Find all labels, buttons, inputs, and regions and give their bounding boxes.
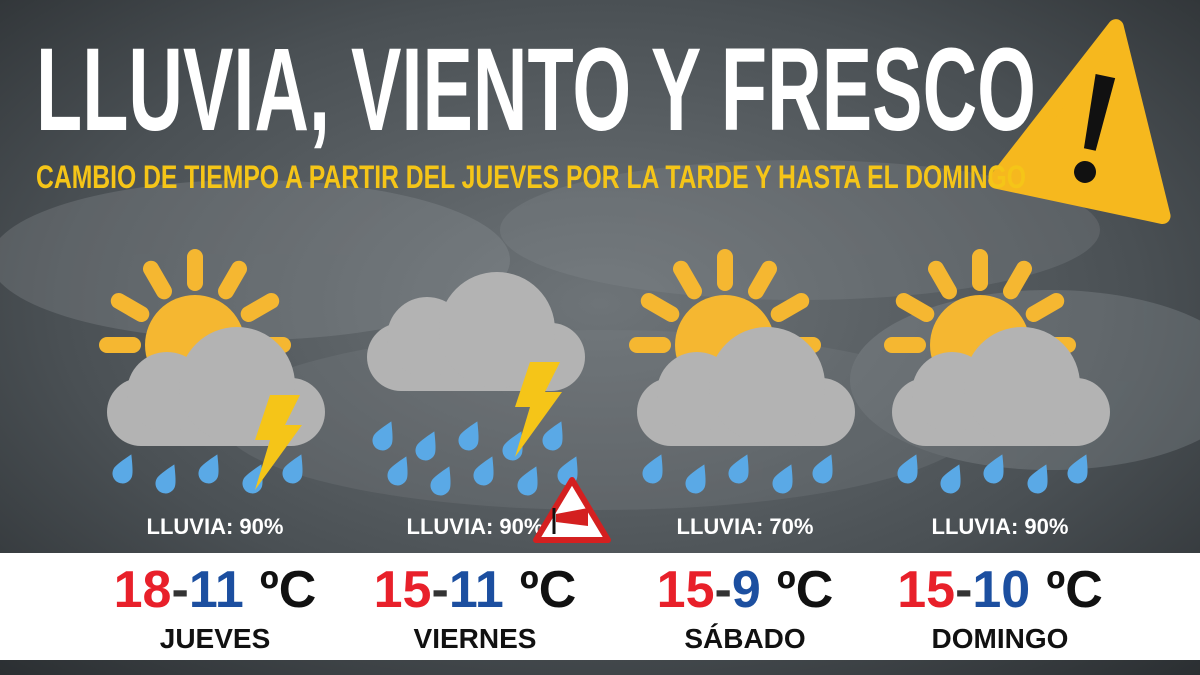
rain-chance: LLUVIA: 70% — [677, 514, 814, 539]
rain-drop — [897, 454, 918, 484]
temperature-unit: ºC — [1046, 561, 1103, 619]
lightning — [255, 395, 302, 490]
rain-drop — [685, 464, 706, 494]
rain-drop — [415, 431, 436, 461]
wind-warning — [533, 477, 611, 543]
high-temperature: 15 — [657, 561, 715, 619]
low-temperature: 10 — [972, 561, 1030, 619]
sun-ray — [895, 293, 935, 322]
rain-drop — [387, 456, 408, 486]
windsock — [556, 508, 588, 526]
day-name: VIERNES — [414, 623, 537, 654]
rain-drop — [772, 464, 793, 494]
temperature-separator: - — [715, 561, 732, 619]
rain-drop — [728, 454, 749, 484]
rain-drop — [112, 454, 133, 484]
sun-ray — [143, 260, 172, 300]
temperature-separator: - — [171, 561, 188, 619]
temperature-unit: ºC — [260, 561, 317, 619]
warning-sign — [988, 19, 1171, 225]
weather-icon — [367, 272, 585, 496]
low-temperature: 11 — [449, 561, 504, 619]
temperature-separator: - — [955, 561, 972, 619]
temperature: 15-9 ºC — [657, 561, 834, 619]
temperature-separator: - — [431, 561, 448, 619]
rain-drop — [282, 454, 303, 484]
sun-ray — [748, 260, 777, 300]
lightning — [515, 362, 562, 457]
sun-ray — [673, 260, 702, 300]
sun-ray — [1003, 260, 1032, 300]
sun-ray — [1025, 293, 1065, 322]
day-name: JUEVES — [160, 623, 271, 654]
temperature: 15-11 ºC — [374, 561, 577, 619]
rain-drop — [1067, 454, 1088, 484]
title: LLUVIA, VIENTO Y FRESCO — [36, 24, 1036, 156]
sun-ray — [218, 260, 247, 300]
day-name: DOMINGO — [932, 623, 1069, 654]
day-name: SÁBADO — [684, 623, 805, 654]
sun-ray — [640, 293, 680, 322]
rain-drop — [940, 464, 961, 494]
cloud — [439, 272, 555, 388]
temperature-unit: ºC — [777, 561, 834, 619]
rain-chance: LLUVIA: 90% — [932, 514, 1069, 539]
rain-drop — [430, 466, 451, 496]
low-temperature: 9 — [732, 561, 761, 619]
rain-drop — [198, 454, 219, 484]
cloud — [709, 327, 825, 443]
temperature-band — [0, 553, 1200, 660]
rain-chance: LLUVIA: 90% — [147, 514, 284, 539]
rain-drop — [473, 456, 494, 486]
low-temperature: 11 — [189, 561, 244, 619]
weather-icon — [629, 249, 855, 494]
sun-ray — [770, 293, 810, 322]
weather-icon — [884, 249, 1110, 494]
subtitle: CAMBIO DE TIEMPO A PARTIR DEL JUEVES POR… — [36, 159, 1026, 195]
rain-drop — [983, 454, 1004, 484]
rain-chance: LLUVIA: 90% — [407, 514, 544, 539]
high-temperature: 18 — [114, 561, 172, 619]
rain-drop — [542, 421, 563, 451]
rain-drop — [812, 454, 833, 484]
weather-icon — [99, 249, 325, 494]
sun-ray — [928, 260, 957, 300]
sun-ray — [240, 293, 280, 322]
rain-drop — [517, 466, 538, 496]
high-temperature: 15 — [374, 561, 432, 619]
rain-drop — [155, 464, 176, 494]
high-temperature: 15 — [897, 561, 955, 619]
temperature: 18-11 ºC — [114, 561, 317, 619]
sun-ray — [110, 293, 150, 322]
temperature-unit: ºC — [520, 561, 577, 619]
cloud — [964, 327, 1080, 443]
rain-drop — [458, 421, 479, 451]
rain-drop — [642, 454, 663, 484]
rain-drop — [1027, 464, 1048, 494]
rain-drop — [372, 421, 393, 451]
temperature: 15-10 ºC — [897, 561, 1103, 619]
